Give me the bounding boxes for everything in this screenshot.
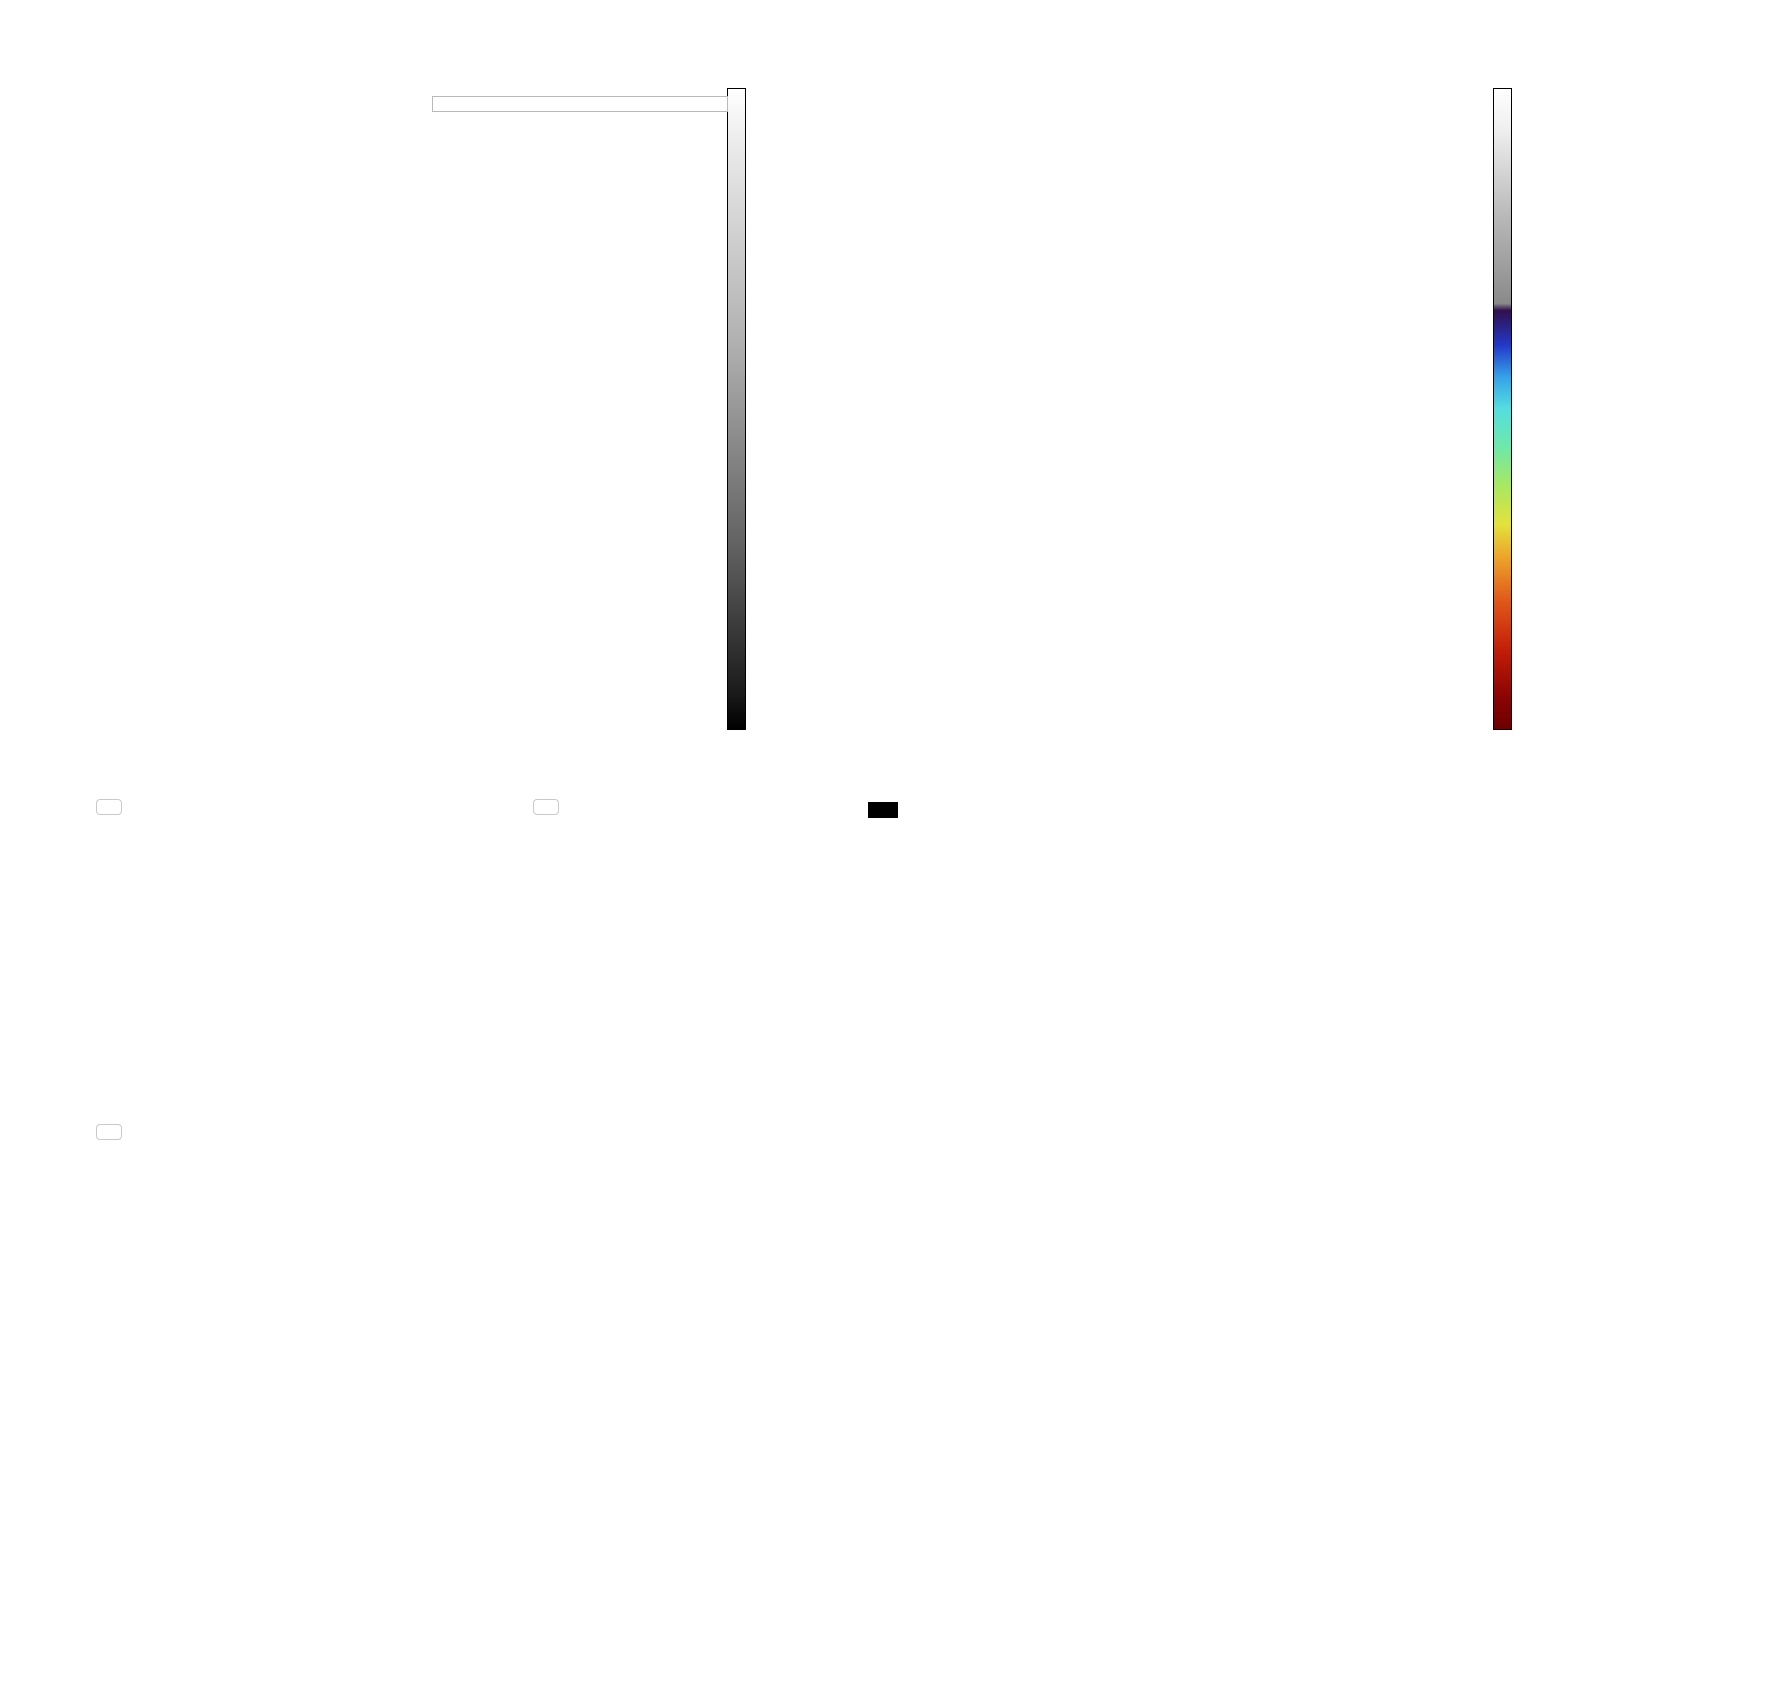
wmg-count-label xyxy=(868,802,898,818)
awv-color-map-image xyxy=(850,88,1490,730)
awv-colorbar xyxy=(1493,88,1512,730)
goes-ir-map-image xyxy=(85,88,725,730)
ace-legend xyxy=(96,1124,122,1140)
wind-legend xyxy=(96,799,122,815)
wmg-pixel-map-image xyxy=(850,790,1515,1440)
ir-colorbar xyxy=(727,88,746,730)
pressure-legend xyxy=(533,799,559,815)
map-legend xyxy=(432,96,728,112)
wind-pres-ace-chart xyxy=(20,785,830,1455)
